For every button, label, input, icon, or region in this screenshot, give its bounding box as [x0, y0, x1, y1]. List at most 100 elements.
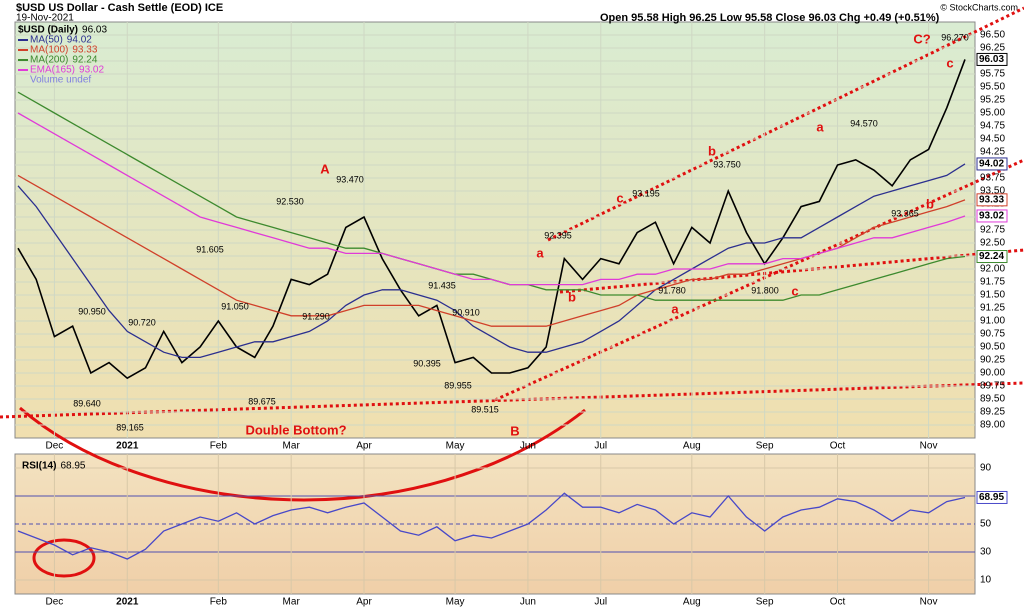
y-tick-label: 91.50 [980, 290, 1005, 301]
x-tick-label: Mar [283, 441, 301, 452]
y-tick-label: 94.50 [980, 134, 1005, 145]
y-tick-label: 90 [980, 463, 992, 474]
y-tick-label: 93.50 [980, 186, 1005, 197]
x-tick-label: Aug [683, 597, 701, 608]
x-tick-label: Feb [210, 597, 228, 608]
annotation: 90.395 [413, 358, 441, 368]
value-box [976, 193, 1008, 207]
quote: Open 95.58 High 96.25 Low 95.58 Close 96… [600, 12, 940, 24]
annotation: 92.395 [544, 230, 572, 240]
credit: © StockCharts.com [940, 2, 1018, 12]
x-tick-label: Apr [356, 597, 372, 608]
legend-value: 68.95 [60, 461, 85, 472]
value-box [976, 157, 1008, 171]
legend-name: $USD (Daily) [18, 25, 78, 36]
value-box-label: 94.02 [979, 159, 1004, 170]
value-box [976, 209, 1008, 223]
y-tick-label: 89.50 [980, 394, 1005, 405]
annotation: 93.470 [336, 174, 364, 184]
annotation: c [616, 190, 623, 205]
value-box-label: 68.95 [979, 492, 1004, 503]
x-tick-label: 2021 [116, 441, 139, 452]
annotation: 90.910 [452, 307, 480, 317]
annotation: A [320, 161, 330, 176]
price-line [17, 59, 966, 380]
x-tick-label: Oct [830, 441, 846, 452]
annotation: 89.675 [248, 396, 276, 406]
legend-value: 93.02 [79, 65, 104, 76]
y-tick-label: 96.50 [980, 30, 1005, 41]
annotation: 89.515 [471, 404, 499, 414]
x-tick-label: Sep [756, 441, 774, 452]
y-tick-label: 30 [980, 547, 992, 558]
annotation: 90.720 [128, 317, 156, 327]
x-tick-label: Sep [756, 597, 774, 608]
x-tick-label: Jun [520, 441, 536, 452]
y-tick-label: 92.00 [980, 264, 1005, 275]
y-tick-label: 91.00 [980, 316, 1005, 327]
moving-average [17, 112, 966, 286]
annotation: 92.530 [276, 196, 304, 206]
value-box-label: 93.02 [979, 211, 1004, 222]
y-tick-label: 90.75 [980, 329, 1005, 340]
annotation: 89.955 [444, 380, 472, 390]
x-tick-label: 2021 [116, 597, 139, 608]
annotation: 89.165 [116, 422, 144, 432]
x-tick-label: Oct [830, 597, 846, 608]
legend-value: 94.02 [67, 35, 92, 46]
x-tick-label: Feb [210, 441, 228, 452]
annotation: a [671, 301, 679, 316]
annotation: 91.050 [221, 301, 249, 311]
annotation: 91.780 [658, 285, 686, 295]
moving-average [17, 163, 966, 359]
annotation: a [536, 245, 544, 260]
x-tick-label: Jun [520, 597, 536, 608]
annotation: 93.195 [632, 188, 660, 198]
annotation: b [568, 289, 576, 304]
y-tick-label: 91.25 [980, 303, 1005, 314]
value-box-label: 93.33 [979, 194, 1004, 205]
legend-name: EMA(165) [30, 65, 75, 76]
value-box-label: 92.24 [979, 251, 1004, 262]
annotation: 91.290 [302, 311, 330, 321]
y-tick-label: 96.25 [980, 43, 1005, 54]
annotation: 93.365 [891, 208, 919, 218]
annotation: 96.270 [941, 32, 969, 42]
annotation: b [708, 143, 716, 158]
y-tick-label: 89.25 [980, 407, 1005, 418]
x-tick-label: Dec [46, 441, 64, 452]
legend-name: MA(200) [30, 55, 68, 66]
value-box [976, 490, 1008, 504]
y-tick-label: 95.00 [980, 108, 1005, 119]
x-tick-label: Nov [920, 597, 938, 608]
annotation: B [510, 423, 519, 438]
x-tick-label: Mar [283, 597, 301, 608]
x-tick-label: Apr [356, 441, 372, 452]
y-tick-label: 95.25 [980, 95, 1005, 106]
y-tick-label: 89.00 [980, 420, 1005, 431]
legend-name: MA(50) [30, 35, 63, 46]
annotation: 91.800 [751, 285, 779, 295]
y-tick-label: 95.50 [980, 82, 1005, 93]
annotation: b [926, 196, 934, 211]
y-tick-label: 90.00 [980, 368, 1005, 379]
annotation: c [946, 55, 953, 70]
x-tick-label: Dec [46, 597, 64, 608]
annotation: 91.435 [428, 280, 456, 290]
y-tick-label: 94.25 [980, 147, 1005, 158]
double-bottom-arc [19, 406, 586, 502]
x-tick-label: Nov [920, 441, 938, 452]
annotation: 89.640 [73, 398, 101, 408]
value-box-label: 96.03 [979, 54, 1004, 65]
x-tick-label: Jul [594, 597, 607, 608]
y-tick-label: 95.75 [980, 69, 1005, 80]
annotation: C? [913, 31, 930, 46]
rsi-line [17, 492, 966, 560]
y-tick-label: 91.75 [980, 277, 1005, 288]
y-tick-label: 92.75 [980, 225, 1005, 236]
date: 19-Nov-2021 [16, 13, 74, 24]
annotation: 90.950 [78, 306, 106, 316]
annotation: 94.570 [850, 118, 878, 128]
y-tick-label: 50 [980, 519, 992, 530]
